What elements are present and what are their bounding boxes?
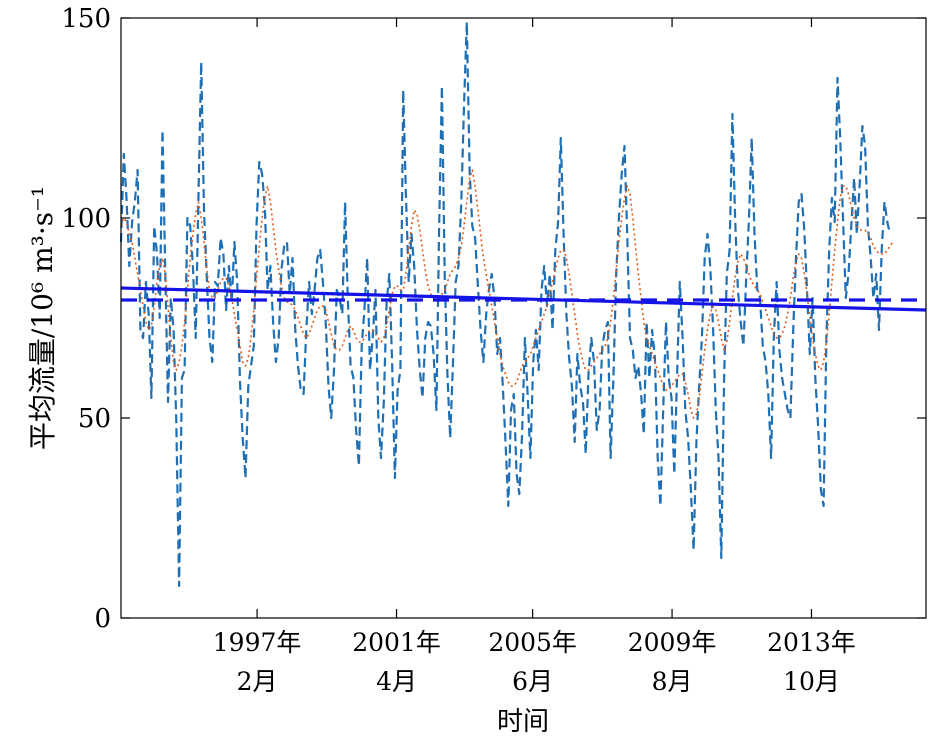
y-tick-label: 0 xyxy=(94,604,111,634)
x-tick-label-year: 2001年 xyxy=(352,628,441,657)
x-tick-label-year: 2005年 xyxy=(488,628,577,657)
x-tick-label-month: 4月 xyxy=(376,667,417,696)
x-axis: 1997年 2月 2001年 4月 2005年 6月 2009年 8月 2013年 10月 xyxy=(213,18,856,696)
y-tick-label: 150 xyxy=(61,4,111,34)
x-tick-label-month: 6月 xyxy=(512,667,553,696)
y-tick-label: 50 xyxy=(78,404,111,434)
x-tick-label-month: 8月 xyxy=(652,667,693,696)
x-tick-label-month: 2月 xyxy=(237,667,278,696)
series-layer xyxy=(119,20,927,588)
series-line-raw-flow xyxy=(119,20,892,588)
y-tick-label: 100 xyxy=(61,204,111,234)
x-axis-label: 时间 xyxy=(497,707,549,737)
x-tick-label-year: 1997年 xyxy=(213,628,302,657)
plot-frame xyxy=(120,17,927,619)
y-axis: 0 50 100 150 xyxy=(61,4,926,634)
x-tick-label-year: 2013年 xyxy=(767,628,856,657)
x-tick-label-year: 2009年 xyxy=(628,628,717,657)
x-tick-label-month: 10月 xyxy=(783,667,840,696)
y-axis-label: 平均流量/10⁶ m³·s⁻¹ xyxy=(26,186,59,450)
